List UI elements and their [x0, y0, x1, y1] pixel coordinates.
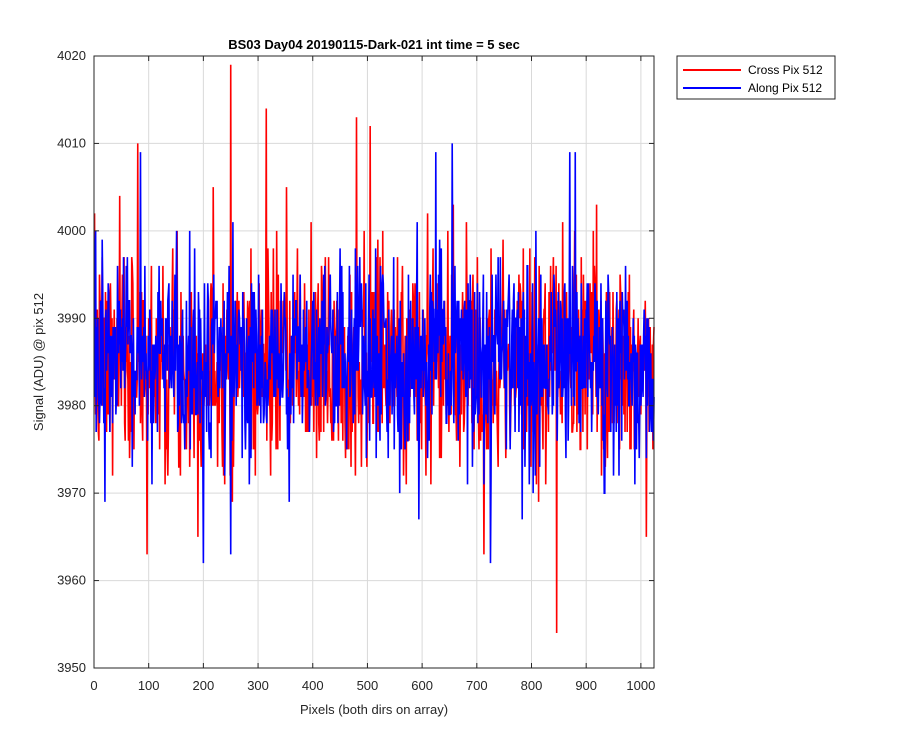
x-tick-label: 0	[90, 678, 97, 693]
plot-frame	[93, 55, 655, 669]
series-layer	[93, 64, 655, 634]
legend-box	[676, 55, 836, 100]
legend-label-along: Along Pix 512	[748, 81, 822, 95]
y-tick-label: 3960	[57, 573, 86, 588]
x-axis-label: Pixels (both dirs on array)	[300, 702, 448, 717]
y-axis-label: Signal (ADU) @ pix 512	[31, 293, 46, 431]
x-tick-label: 800	[521, 678, 543, 693]
y-tick-label: 4020	[57, 48, 86, 63]
y-tick-label: 3970	[57, 485, 86, 500]
legend: Cross Pix 512 Along Pix 512	[676, 55, 836, 100]
chart-title: BS03 Day04 20190115-Dark-021 int time = …	[228, 37, 520, 52]
x-tick-label: 400	[302, 678, 324, 693]
x-tick-label: 300	[247, 678, 269, 693]
x-tick-label: 600	[411, 678, 433, 693]
y-tick-label: 3990	[57, 310, 86, 325]
tick-layer: 0 100 200 300 400 500 600 700 800 900 1000 3950 3960…	[57, 48, 655, 693]
x-tick-label: 700	[466, 678, 488, 693]
y-tick-label: 4000	[57, 223, 86, 238]
x-tick-label: 1000	[626, 678, 655, 693]
x-tick-label: 900	[575, 678, 597, 693]
x-tick-label: 200	[193, 678, 215, 693]
y-tick-label: 3950	[57, 660, 86, 675]
x-tick-label: 500	[357, 678, 379, 693]
x-tick-label: 100	[138, 678, 160, 693]
y-tick-label: 4010	[57, 135, 86, 150]
y-tick-label: 3980	[57, 398, 86, 413]
legend-label-cross: Cross Pix 512	[748, 63, 823, 77]
series-line-along-pix-512	[93, 143, 655, 564]
